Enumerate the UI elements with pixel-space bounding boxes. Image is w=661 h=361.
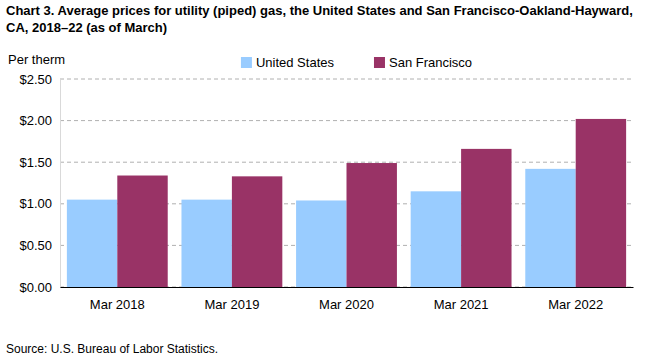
chart: Chart 3. Average prices for utility (pip…: [0, 0, 661, 361]
grid-line: [60, 79, 633, 80]
grid-line: [60, 120, 633, 121]
x-axis: Mar 2018 Mar 2019 Mar 2020 Mar 2021 Mar 2022: [61, 287, 634, 312]
legend-swatch: [241, 57, 252, 68]
bar: [296, 200, 346, 287]
y-axis: $0.00 $0.50 $1.00 $1.50 $2.00 $2.50: [19, 72, 60, 295]
x-tick-label: Mar 2019: [204, 297, 259, 312]
bar: [411, 191, 461, 287]
title-line: Chart 3. Average prices for utility (pip…: [6, 3, 633, 18]
y-tick: $2.00: [19, 113, 60, 128]
x-tick-label: Mar 2018: [90, 297, 145, 312]
legend-item: San Francisco: [374, 55, 472, 70]
title-line: CA, 2018–22 (as of March): [6, 20, 167, 35]
y-tick: $2.50: [19, 72, 60, 87]
legend-item: United States: [241, 55, 335, 70]
grid-line: [60, 162, 633, 163]
y-tick: $0.50: [19, 238, 60, 253]
y-tick: $0.00: [19, 280, 60, 295]
bar: [67, 200, 117, 287]
grid: [60, 79, 633, 287]
bar: [576, 119, 626, 287]
y-tick-label: $2.50: [19, 72, 52, 87]
bar: [461, 149, 511, 287]
bar: [347, 163, 397, 287]
x-tick-label: Mar 2021: [434, 297, 489, 312]
y-tick: $1.50: [19, 155, 60, 170]
x-tick: Mar 2020: [319, 287, 374, 312]
x-tick-label: Mar 2022: [548, 297, 603, 312]
source: Source: U.S. Bureau of Labor Statistics.: [6, 342, 218, 356]
x-tick: Mar 2019: [204, 287, 259, 312]
legend-swatch: [374, 57, 385, 68]
y-tick-label: $0.00: [19, 280, 52, 295]
x-tick: Mar 2021: [434, 287, 489, 312]
title: Chart 3. Average prices for utility (pip…: [6, 3, 633, 35]
legend-label: United States: [256, 55, 335, 70]
x-tick: Mar 2018: [90, 287, 145, 312]
y-tick-label: $2.00: [19, 113, 52, 128]
series: [117, 119, 626, 287]
y-tick-label: $1.00: [19, 196, 52, 211]
bar: [181, 200, 231, 287]
x-axis-line: [61, 287, 634, 288]
bar: [525, 169, 575, 287]
bar: [232, 176, 282, 287]
y-tick-label: $0.50: [19, 238, 52, 253]
x-tick-label: Mar 2020: [319, 297, 374, 312]
legend: United States San Francisco: [241, 55, 472, 70]
bar: [117, 176, 167, 287]
legend-label: San Francisco: [389, 55, 472, 70]
y-tick: $1.00: [19, 196, 60, 211]
y-tick-label: $1.50: [19, 155, 52, 170]
y-axis-line: [60, 80, 61, 288]
x-tick: Mar 2022: [548, 287, 603, 312]
y-axis-label: Per therm: [8, 52, 65, 67]
bars: [67, 119, 626, 287]
